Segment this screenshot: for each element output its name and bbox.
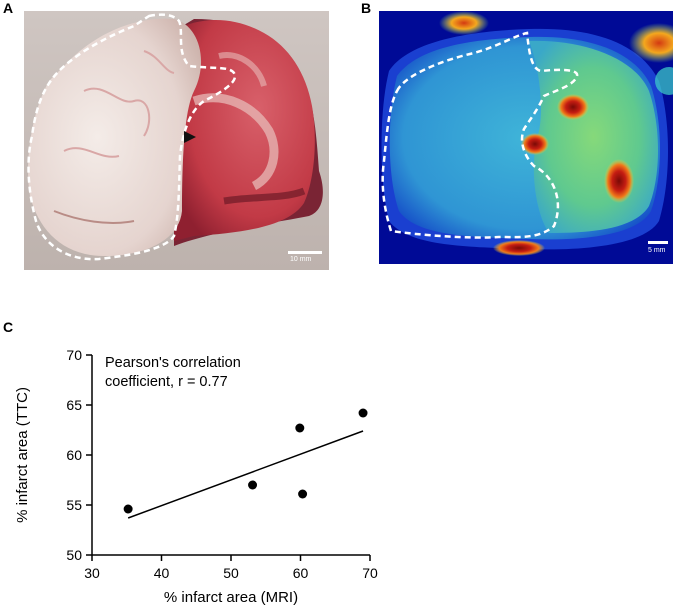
data-point	[295, 423, 305, 433]
data-point	[248, 480, 258, 490]
chart-ticks: 30 40 50 60 70 50 55 60 65 70	[66, 347, 378, 581]
mri-heatmap: 5 mm	[379, 11, 673, 264]
panel-a-label: A	[3, 0, 14, 16]
data-point	[123, 504, 133, 514]
ttc-brain-slice-drawing	[24, 11, 329, 270]
scale-bar-a-label: 10 mm	[290, 256, 312, 263]
y-tick-label: 65	[66, 397, 82, 413]
y-tick-label: 70	[66, 347, 82, 363]
panel-c-label: C	[3, 319, 14, 335]
ttc-brain-slice-photo: 10 mm	[24, 11, 329, 270]
x-tick-label: 30	[84, 565, 100, 581]
data-points	[123, 408, 368, 514]
fit-line-group	[127, 430, 364, 519]
y-tick-label: 55	[66, 497, 82, 513]
mri-heatmap-drawing	[379, 11, 673, 264]
annotation-line-2: coefficient, r = 0.77	[105, 374, 228, 390]
scatter-plot-svg: 30 40 50 60 70 50 55 60 65 70 Pearson's correlati…	[14, 347, 378, 606]
y-tick-label: 60	[66, 447, 82, 463]
annotation-line-1: Pearson's correlation	[105, 355, 241, 371]
y-axis-label: % infarct area (TTC)	[14, 387, 31, 523]
data-point	[358, 408, 368, 418]
scale-bar-b-label: 5 mm	[648, 247, 666, 254]
panel-b-label: B	[361, 0, 372, 16]
x-tick-label: 60	[293, 565, 309, 581]
y-tick-label: 50	[66, 547, 82, 563]
regression-line	[127, 430, 364, 519]
x-axis-label: % infarct area (MRI)	[164, 589, 298, 606]
x-tick-label: 70	[362, 565, 378, 581]
correlation-chart: 30 40 50 60 70 50 55 60 65 70 Pearson's correlati…	[0, 330, 420, 606]
x-tick-label: 50	[223, 565, 239, 581]
x-tick-label: 40	[154, 565, 170, 581]
data-point	[298, 489, 308, 499]
